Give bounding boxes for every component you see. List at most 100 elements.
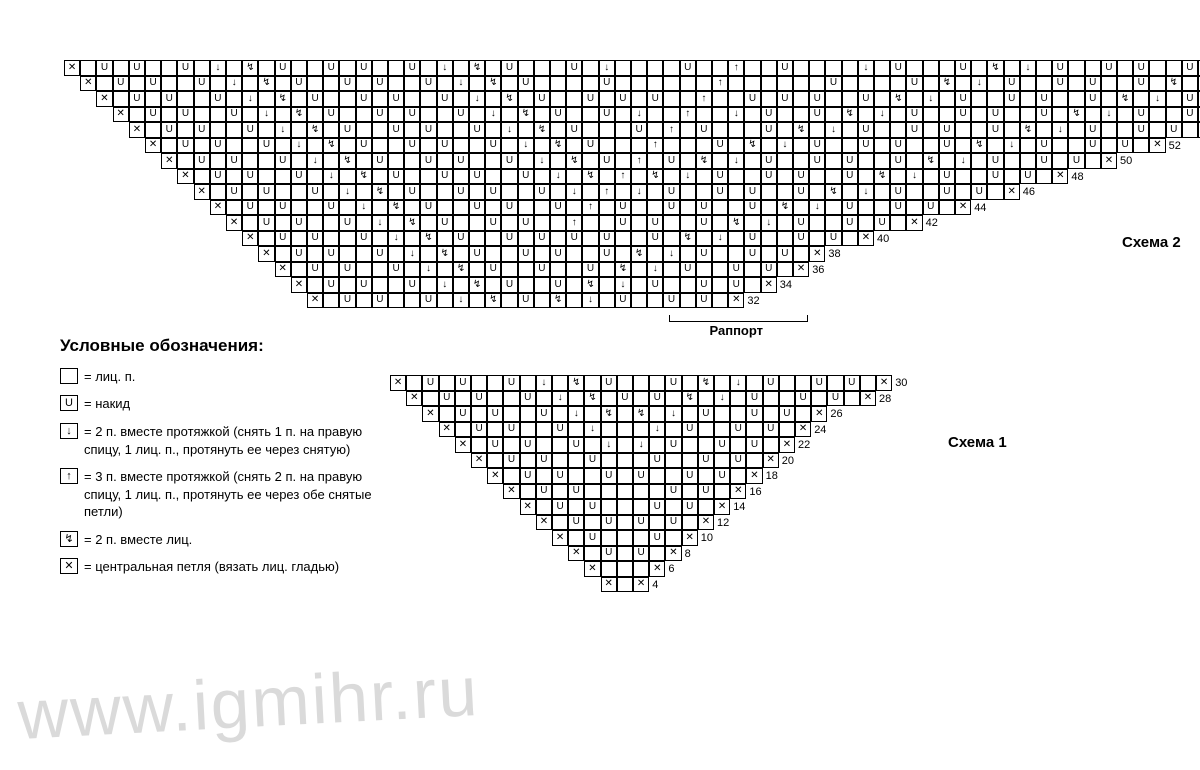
- chart-cell: [501, 138, 517, 154]
- chart-cell: [1036, 169, 1052, 185]
- chart-cell: [582, 246, 598, 262]
- chart-cell: [453, 246, 469, 262]
- chart-cell: [601, 391, 617, 407]
- chart-cell: ↯: [501, 91, 517, 107]
- chart-cell: [372, 262, 388, 278]
- chart1-label: Схема 1: [948, 434, 1007, 451]
- chart-cell: [1166, 91, 1182, 107]
- chart-cell: U: [1004, 91, 1020, 107]
- chart-cell: U: [275, 60, 291, 76]
- row-number: 38: [828, 248, 840, 260]
- chart-cell: U: [534, 91, 550, 107]
- chart-cell: [1068, 138, 1084, 154]
- chart-cell: [777, 169, 793, 185]
- chart-cell: [682, 484, 698, 500]
- chart-cell: ↓: [728, 153, 744, 169]
- chart-cell: [469, 138, 485, 154]
- chart-cell: [601, 499, 617, 515]
- chart-cell: [566, 246, 582, 262]
- chart-cell: U: [356, 138, 372, 154]
- chart-cell: [599, 262, 615, 278]
- chart-cell: [615, 122, 631, 138]
- chart-cell: [1004, 169, 1020, 185]
- chart-cell: [615, 76, 631, 92]
- chart-cell: U: [566, 231, 582, 247]
- chart-cell: [744, 60, 760, 76]
- chart-cell: U: [987, 107, 1003, 123]
- chart-cell: [356, 262, 372, 278]
- row-number: 40: [877, 233, 889, 245]
- chart-cell: U: [420, 200, 436, 216]
- chart-cell: ↯: [987, 60, 1003, 76]
- chart-cell: U: [939, 169, 955, 185]
- chart-cell: ✕: [714, 499, 730, 515]
- chart-cell: U: [356, 91, 372, 107]
- chart-cell: [647, 122, 663, 138]
- chart-cell: U: [404, 107, 420, 123]
- chart-cell: ↯: [485, 76, 501, 92]
- chart-cell: [825, 138, 841, 154]
- chart-cell: [339, 169, 355, 185]
- chart-cell: [631, 138, 647, 154]
- chart-cell: ↓: [485, 107, 501, 123]
- chart-cell: U: [1004, 76, 1020, 92]
- chart-cell: U: [763, 422, 779, 438]
- chart-cell: ✕: [145, 138, 161, 154]
- chart-cell: [96, 76, 112, 92]
- chart-cell: U: [777, 246, 793, 262]
- chart-cell: U: [388, 91, 404, 107]
- chart-cell: [923, 138, 939, 154]
- chart-cell: ↑: [566, 215, 582, 231]
- rapport-label: Раппорт: [710, 323, 764, 338]
- chart-cell: [680, 76, 696, 92]
- chart-cell: [404, 262, 420, 278]
- chart-cell: ↓: [906, 169, 922, 185]
- chart-cell: [323, 215, 339, 231]
- chart-cell: [1166, 60, 1182, 76]
- chart-cell: [1068, 60, 1084, 76]
- chart-cell: ↓: [647, 262, 663, 278]
- chart-cell: U: [258, 138, 274, 154]
- chart-cell: [339, 107, 355, 123]
- row-number: 48: [1071, 171, 1083, 183]
- chart-cell: U: [275, 200, 291, 216]
- chart-cell: [617, 530, 633, 546]
- chart-cell: U: [1020, 169, 1036, 185]
- chart-cell: [518, 231, 534, 247]
- chart-cell: U: [503, 375, 519, 391]
- chart-cell: [680, 122, 696, 138]
- chart-cell: [858, 169, 874, 185]
- chart-cell: ↓: [874, 107, 890, 123]
- chart-cell: U: [129, 91, 145, 107]
- legend-symbol: U: [60, 395, 78, 411]
- chart-cell: ✕: [858, 231, 874, 247]
- row-number: 32: [747, 295, 759, 307]
- chart-cell: [663, 262, 679, 278]
- chart-cell: [420, 215, 436, 231]
- chart-cell: U: [744, 184, 760, 200]
- chart-cell: [777, 184, 793, 200]
- chart-cell: [439, 406, 455, 422]
- chart-cell: [728, 91, 744, 107]
- chart-cell: [746, 422, 762, 438]
- chart-cell: ↯: [890, 91, 906, 107]
- chart-cell: [793, 200, 809, 216]
- chart-cell: U: [955, 91, 971, 107]
- chart-cell: [647, 153, 663, 169]
- chart-cell: [744, 122, 760, 138]
- chart-cell: [633, 499, 649, 515]
- chart-cell: [682, 437, 698, 453]
- chart-cell: U: [404, 277, 420, 293]
- chart-cell: ✕: [96, 91, 112, 107]
- chart-cell: U: [633, 468, 649, 484]
- chart-cell: [1004, 153, 1020, 169]
- chart-cell: [323, 153, 339, 169]
- chart-cell: U: [696, 246, 712, 262]
- chart-cell: [518, 277, 534, 293]
- chart-cell: [469, 231, 485, 247]
- chart-cell: U: [437, 138, 453, 154]
- chart-cell: [696, 184, 712, 200]
- chart-cell: ↯: [534, 122, 550, 138]
- chart-cell: [291, 231, 307, 247]
- chart-cell: [793, 107, 809, 123]
